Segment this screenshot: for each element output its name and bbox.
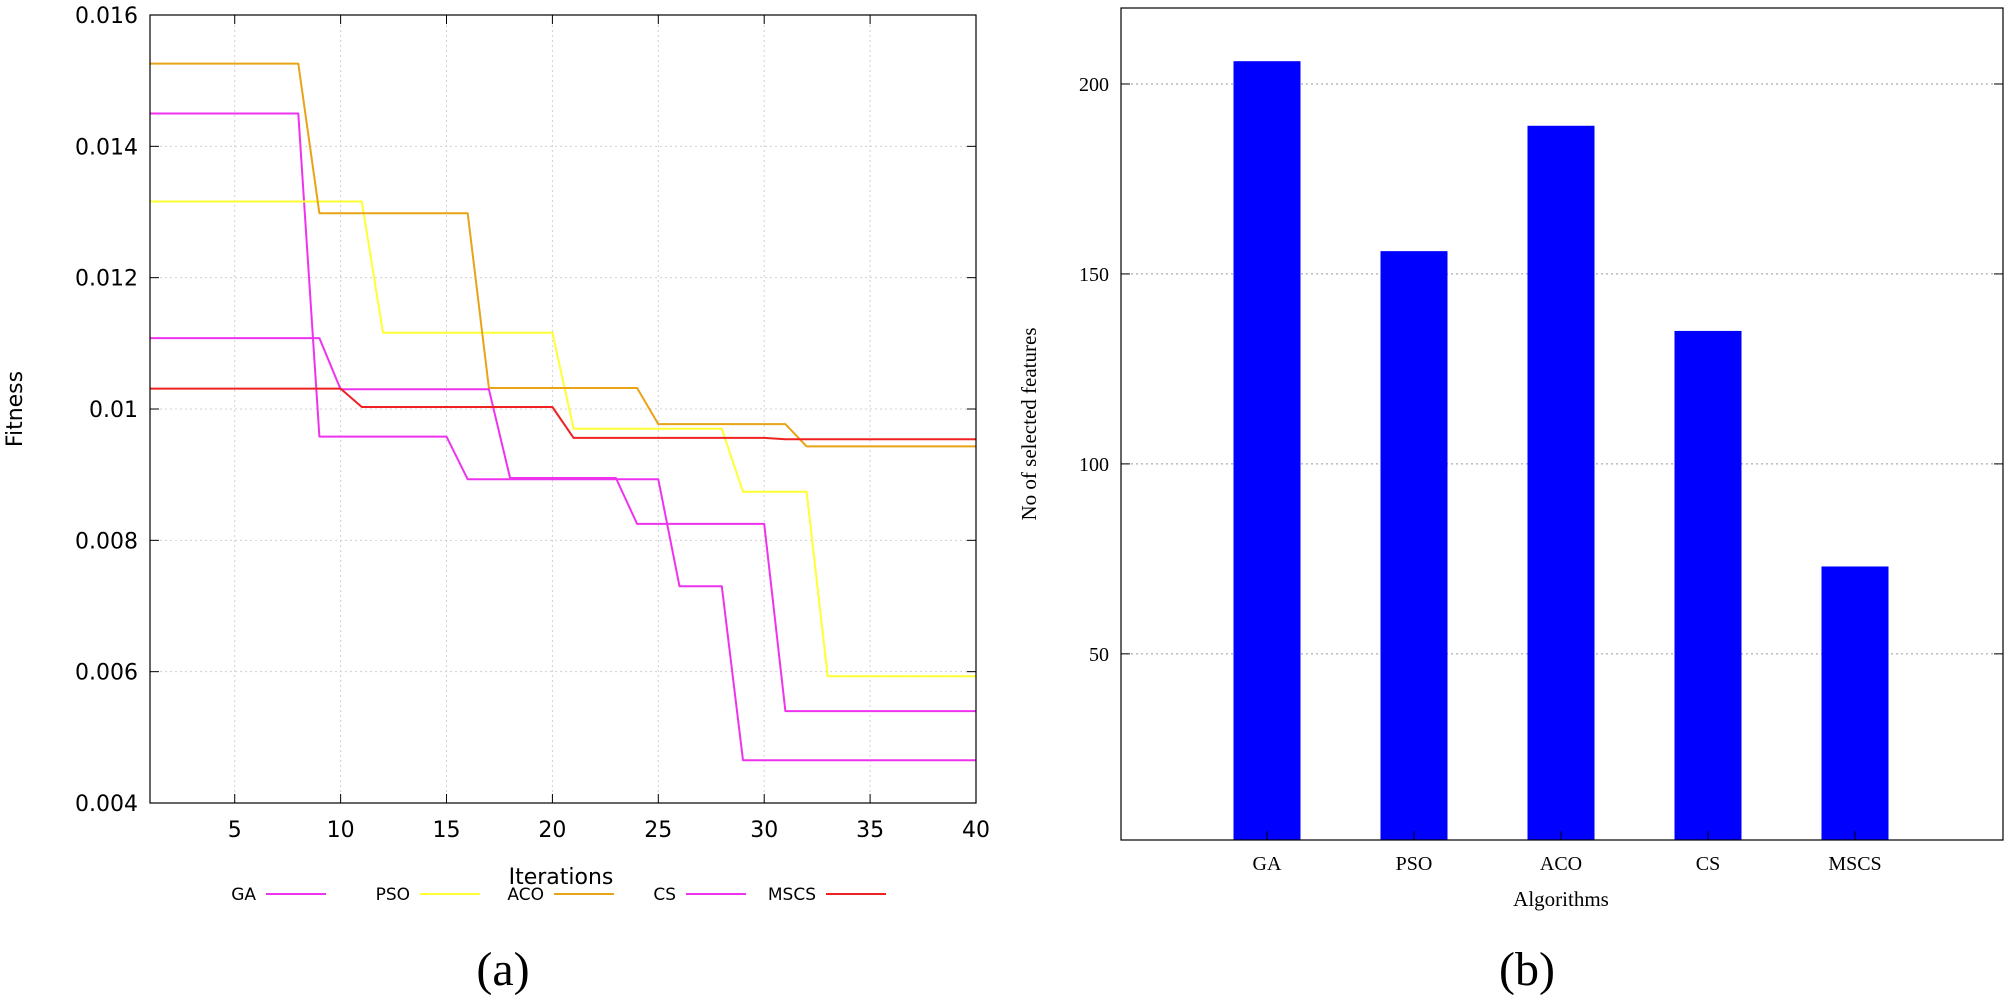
bar-aco	[1527, 125, 1595, 841]
panel-label-b: (b)	[1499, 943, 1555, 996]
line-chart-x-tick-labels: 5 10 15 20 25 30 35 40	[228, 818, 990, 843]
x-tick-label: 15	[433, 818, 461, 843]
line-chart-ticks	[150, 14, 977, 804]
legend-label-aco: ACO	[507, 885, 544, 905]
x-tick-label: 40	[962, 818, 990, 843]
y-tick-label: 0.006	[75, 661, 138, 686]
bar-mscs	[1821, 566, 1889, 840]
bar-chart-frame	[1120, 7, 2004, 841]
series-line-cs	[150, 337, 976, 713]
legend-label-cs: CS	[653, 885, 676, 905]
fitness-line-chart: 0.004 0.006 0.008 0.01 0.012 0.014 0.016 5 10 15…	[3, 4, 990, 996]
line-chart-series	[150, 62, 976, 762]
series-line-mscs	[150, 387, 976, 441]
y-tick-label: 0.01	[89, 398, 138, 423]
bar-chart-x-axis-label: Algorithms	[1513, 887, 1609, 911]
legend-label-mscs: MSCS	[768, 885, 816, 905]
series-line-aco	[150, 62, 976, 448]
bar-y-tick-label: 100	[1079, 454, 1109, 476]
bar-y-tick-label: 200	[1079, 74, 1109, 96]
bar-chart-y-tick-labels: 50 100 150 200	[1079, 74, 1109, 666]
selected-features-bar-chart: 50 100 150 200 GA PSO ACO CS MSCS Algorithms No…	[1017, 7, 2004, 996]
x-tick-label: 35	[856, 818, 884, 843]
line-chart-y-axis-label: Fitness	[3, 371, 28, 447]
legend-label-pso: PSO	[376, 885, 410, 905]
y-tick-label: 0.012	[75, 267, 138, 292]
line-chart-y-tick-labels: 0.004 0.006 0.008 0.01 0.012 0.014 0.016	[75, 4, 138, 817]
y-tick-label: 0.014	[75, 135, 138, 160]
x-tick-label: 25	[644, 818, 672, 843]
bar-y-tick-label: 50	[1089, 644, 1109, 666]
y-tick-label: 0.016	[75, 4, 138, 29]
bar-chart-y-axis-label: No of selected features	[1017, 328, 1041, 521]
series-line-pso	[150, 200, 976, 678]
bar-chart-bars	[1233, 61, 1889, 841]
x-tick-label: 10	[327, 818, 355, 843]
x-tick-label: 5	[228, 818, 242, 843]
bar-x-tick-label: CS	[1696, 853, 1720, 875]
bar-x-tick-label: ACO	[1540, 853, 1582, 875]
panel-label-a: (a)	[476, 943, 529, 996]
line-chart-x-axis-label: Iterations	[509, 865, 614, 890]
bar-chart-x-tick-labels: GA PSO ACO CS MSCS	[1253, 853, 1882, 875]
bar-chart-ticks	[1121, 83, 2003, 840]
series-line-ga	[150, 112, 976, 762]
bar-x-tick-label: PSO	[1396, 853, 1433, 875]
bar-cs	[1674, 330, 1742, 840]
bar-pso	[1380, 251, 1448, 841]
bar-x-tick-label: MSCS	[1828, 853, 1881, 875]
y-tick-label: 0.004	[75, 792, 138, 817]
bar-y-tick-label: 150	[1079, 264, 1109, 286]
x-tick-label: 20	[538, 818, 566, 843]
line-chart-legend: GA PSO ACO CS MSCS	[231, 885, 886, 905]
line-chart-grid	[150, 14, 977, 804]
bar-x-tick-label: GA	[1253, 853, 1282, 875]
bar-ga	[1233, 61, 1301, 841]
x-tick-label: 30	[750, 818, 778, 843]
legend-label-ga: GA	[231, 885, 256, 905]
y-tick-label: 0.008	[75, 529, 138, 554]
